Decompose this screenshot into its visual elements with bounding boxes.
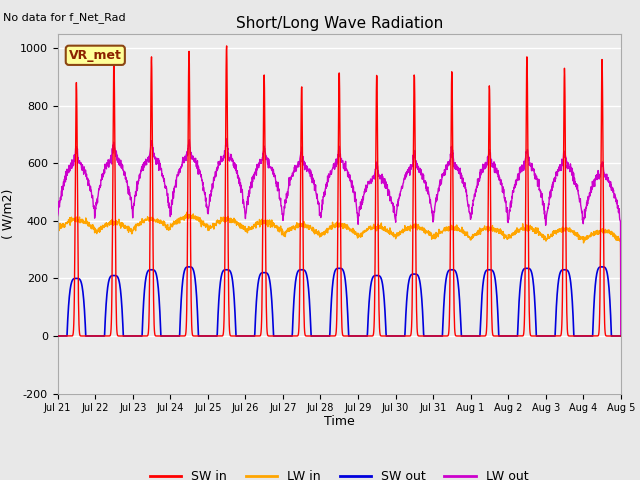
- Text: No data for f_Net_Rad: No data for f_Net_Rad: [3, 12, 126, 23]
- Title: Short/Long Wave Radiation: Short/Long Wave Radiation: [236, 16, 443, 31]
- Text: VR_met: VR_met: [69, 49, 122, 62]
- X-axis label: Time: Time: [324, 415, 355, 428]
- Legend: SW in, LW in, SW out, LW out: SW in, LW in, SW out, LW out: [145, 465, 533, 480]
- Y-axis label: ( W/m2): ( W/m2): [1, 189, 14, 239]
